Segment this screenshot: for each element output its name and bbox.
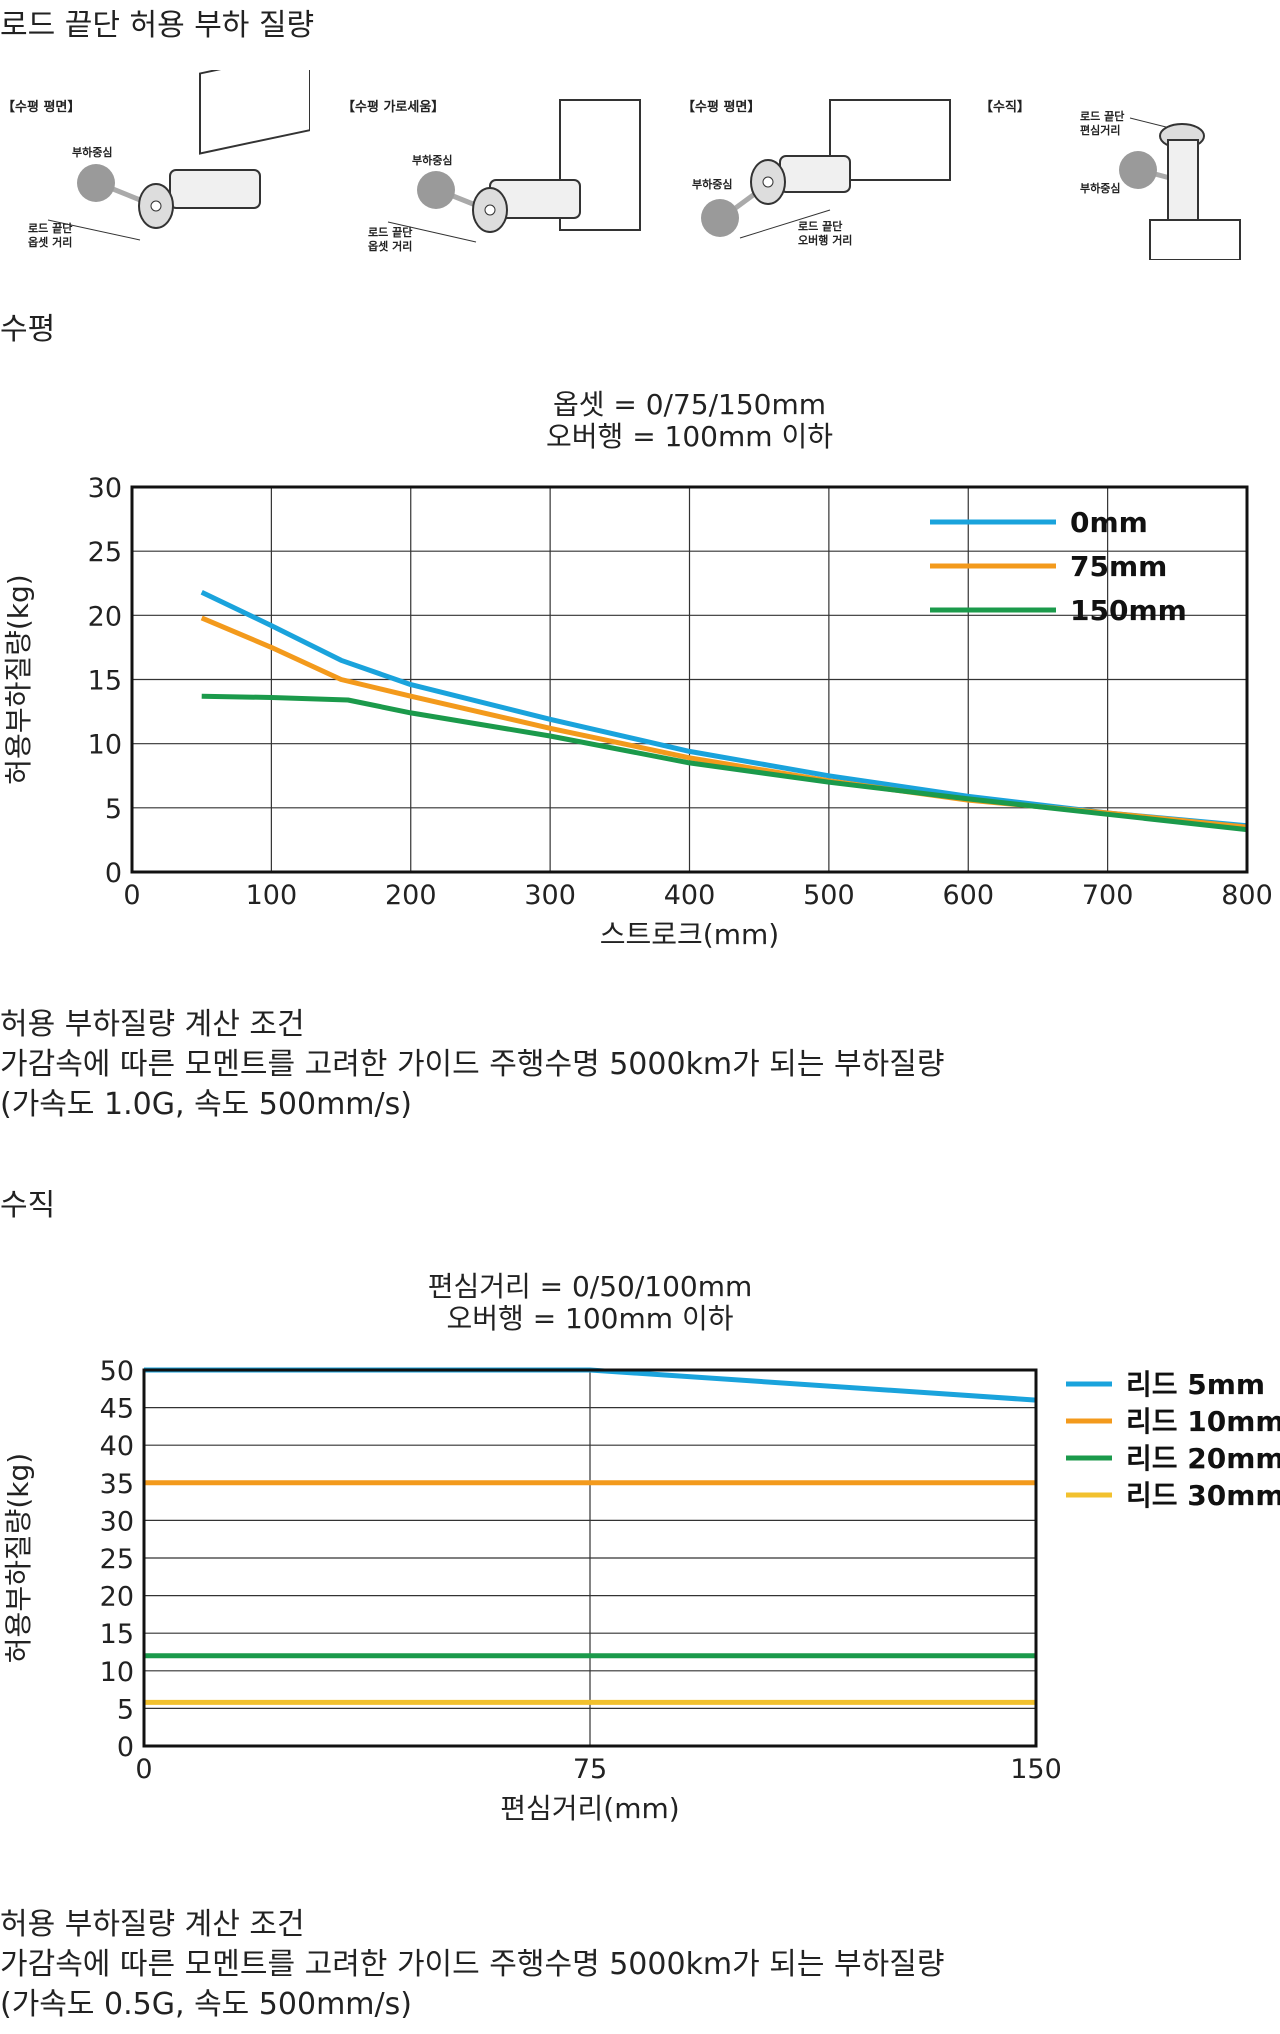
dist-label-2: 편심거리: [1080, 124, 1121, 137]
y-tick-label: 25: [100, 1544, 134, 1575]
legend-label: 리드 30mm: [1126, 1479, 1280, 1512]
legend-label: 150mm: [1070, 594, 1187, 627]
y-axis-label: 허용부하질량(kg): [2, 574, 35, 784]
legend-label: 리드 20mm: [1126, 1442, 1280, 1475]
x-tick-label: 700: [1082, 880, 1134, 911]
center-label: 부하중심: [412, 154, 453, 167]
dist-label-2: 오버행 거리: [798, 234, 853, 247]
x-tick-label: 500: [803, 880, 855, 911]
note-line: 가감속에 따른 모멘트를 고려한 가이드 주행수명 5000km가 되는 부하질…: [0, 1047, 945, 1082]
y-tick-label: 45: [100, 1394, 134, 1425]
actuator-illustration: [1119, 117, 1241, 260]
legend-label: 0mm: [1070, 506, 1148, 539]
diagram-label: 【수직】: [980, 100, 1030, 115]
y-tick-label: 10: [100, 1657, 134, 1688]
legend-label: 리드 10mm: [1126, 1405, 1280, 1438]
dist-label-1: 로드 끝단: [798, 220, 843, 233]
x-tick-label: 400: [664, 880, 716, 911]
y-tick-label: 35: [100, 1469, 134, 1500]
note-line: (가속도 1.0G, 속도 500mm/s): [0, 1087, 412, 1122]
plot-frame: [142, 1368, 1038, 1748]
series-line: [201, 693, 1248, 833]
diagram-horizontal-side: 【수평 가로세움】 부하중심 로드 끝단 옵셋 거리: [340, 70, 650, 260]
dist-label-2: 옵셋 거리: [368, 240, 413, 253]
page-title: 로드 끝단 허용 부하 질량: [0, 8, 315, 43]
diagram-label: 【수평 평면】: [2, 100, 81, 115]
x-tick-label: 800: [1221, 880, 1273, 911]
note-line: (가속도 0.5G, 속도 500mm/s): [0, 1987, 412, 2022]
y-tick-label: 25: [88, 537, 122, 568]
dist-label-1: 로드 끝단: [1080, 110, 1125, 123]
notes-horizontal: 허용 부하질량 계산 조건 가감속에 따른 모멘트를 고려한 가이드 주행수명 …: [0, 1005, 944, 1125]
actuator-illustration: [387, 99, 641, 243]
dist-label-1: 로드 끝단: [28, 222, 73, 235]
note-line: 가감속에 따른 모멘트를 고려한 가이드 주행수명 5000km가 되는 부하질…: [0, 1947, 945, 1982]
x-axis-label: 스트로크(mm): [600, 918, 779, 951]
x-tick-label: 600: [942, 880, 994, 911]
x-tick-label: 300: [524, 880, 576, 911]
x-tick-label: 75: [573, 1754, 607, 1785]
y-tick-label: 5: [105, 794, 122, 825]
legend-label: 리드 5mm: [1126, 1368, 1265, 1401]
center-label: 부하중심: [1080, 182, 1121, 195]
y-tick-label: 20: [88, 601, 122, 632]
y-tick-label: 15: [100, 1619, 134, 1650]
x-axis-label: 편심거리(mm): [500, 1792, 679, 1825]
series-line: [200, 615, 1248, 830]
y-tick-label: 20: [100, 1582, 134, 1613]
center-label: 부하중심: [72, 146, 113, 159]
chart-title-line: 오버행 = 100mm 이하: [546, 420, 833, 453]
x-tick-label: 200: [385, 880, 437, 911]
x-tick-label: 150: [1010, 1754, 1062, 1785]
y-tick-label: 30: [88, 473, 122, 504]
diagram-label: 【수평 평면】: [682, 100, 761, 115]
y-tick-label: 10: [88, 730, 122, 761]
diagram-vertical: 【수직】 로드 끝단 편심거리 부하중심: [970, 70, 1280, 260]
section-heading-vertical: 수직: [0, 1188, 56, 1223]
note-line: 허용 부하질량 계산 조건: [0, 1007, 305, 1042]
note-line: 허용 부하질량 계산 조건: [0, 1907, 305, 1942]
y-tick-label: 40: [100, 1431, 134, 1462]
diagram-horizontal-flat: 【수평 평면】 부하중심 로드 끝단 옵셋 거리: [0, 70, 310, 260]
dist-label-2: 옵셋 거리: [28, 236, 73, 249]
y-tick-label: 15: [88, 666, 122, 697]
legend-label: 75mm: [1070, 550, 1167, 583]
x-tick-label: 0: [135, 1754, 152, 1785]
chart-title-line: 편심거리 = 0/50/100mm: [428, 1270, 753, 1303]
section-heading-horizontal: 수평: [0, 312, 56, 347]
chart-title-line: 옵셋 = 0/75/150mm: [553, 388, 826, 421]
plot-frame: [130, 485, 1249, 874]
y-tick-label: 30: [100, 1506, 134, 1537]
x-tick-label: 0: [123, 880, 140, 911]
y-tick-label: 5: [117, 1694, 134, 1725]
chart-title-line: 오버행 = 100mm 이하: [447, 1302, 734, 1335]
actuator-illustration: [47, 70, 310, 241]
diagram-horizontal-overhang: 【수평 평면】 부하중심 로드 끝단 오버행 거리: [680, 70, 990, 260]
y-tick-label: 50: [100, 1356, 134, 1387]
notes-vertical: 허용 부하질량 계산 조건 가감속에 따른 모멘트를 고려한 가이드 주행수명 …: [0, 1905, 944, 2025]
y-tick-label: 0: [105, 858, 122, 889]
center-label: 부하중심: [692, 178, 733, 191]
diagram-label: 【수평 가로세움】: [342, 100, 445, 115]
x-tick-label: 100: [246, 880, 298, 911]
y-tick-label: 0: [117, 1732, 134, 1763]
actuator-illustration: [701, 99, 951, 239]
series-line: [200, 589, 1248, 829]
y-axis-label: 허용부하질량(kg): [2, 1453, 35, 1663]
dist-label-1: 로드 끝단: [368, 226, 413, 239]
